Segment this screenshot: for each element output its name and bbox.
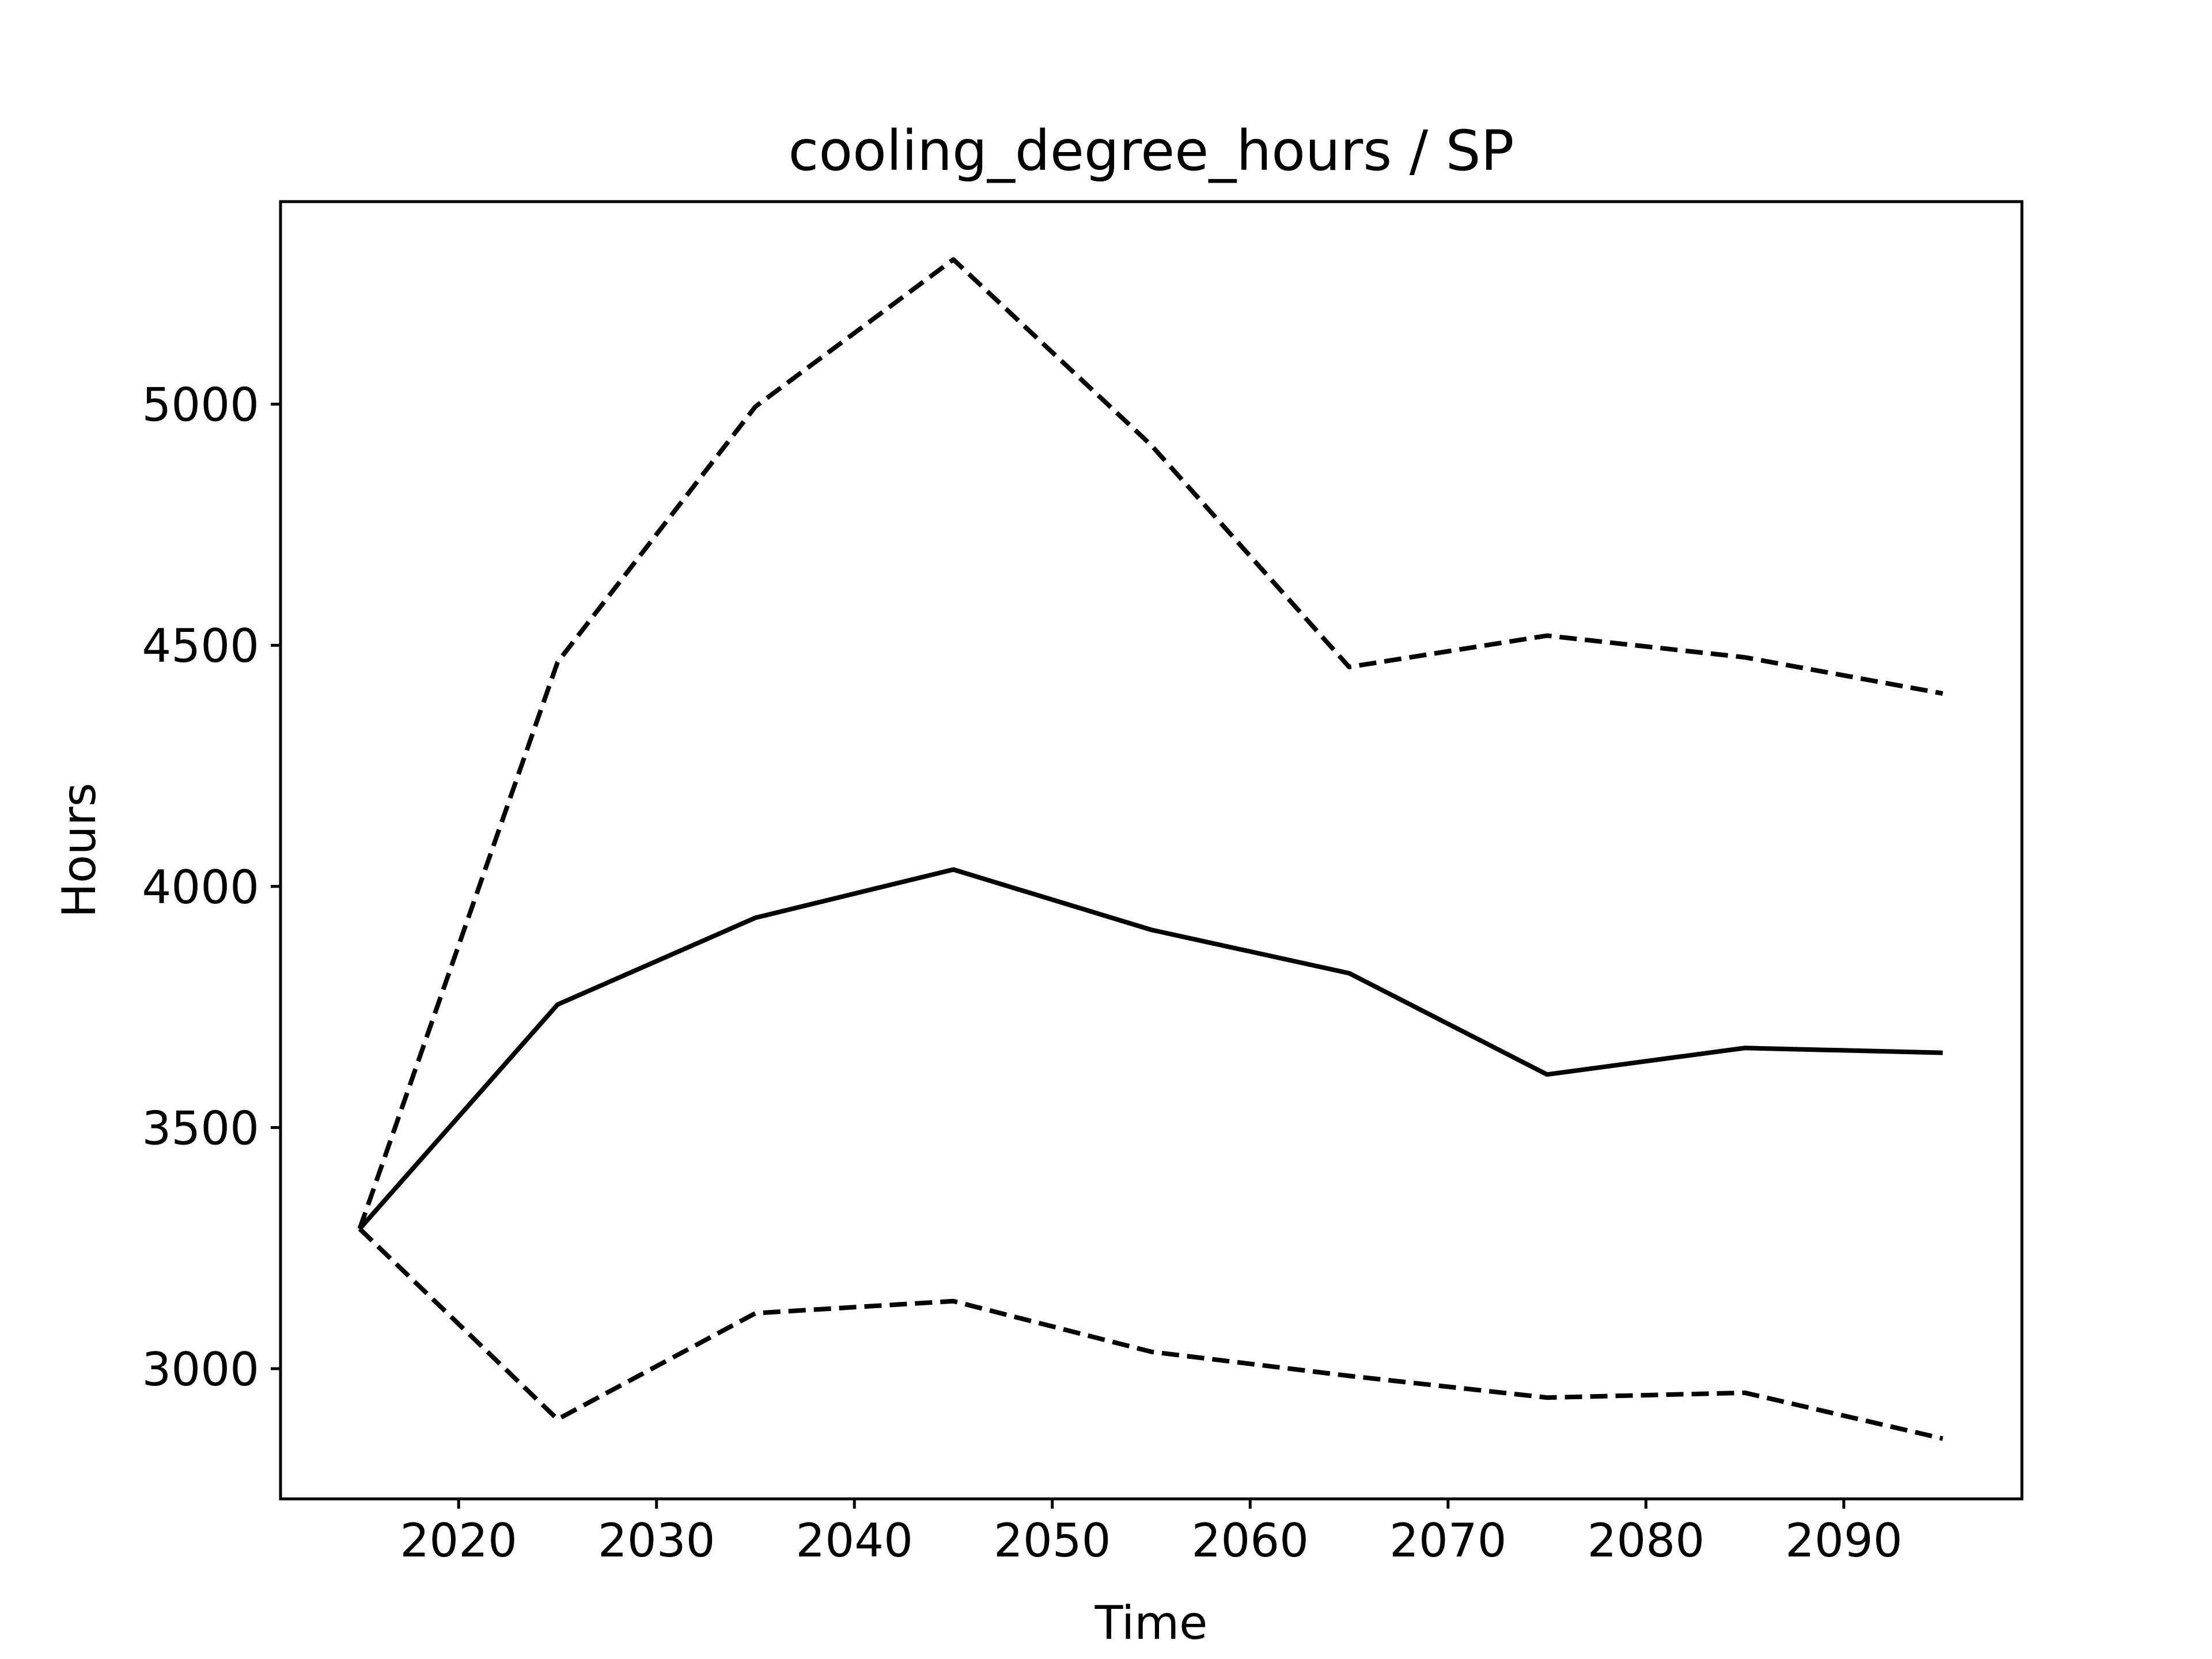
- y-tick-label: 3000: [142, 1343, 259, 1396]
- x-tick-label: 2090: [1785, 1514, 1903, 1567]
- y-tick-label: 5000: [142, 378, 259, 432]
- x-tick-label: 2040: [796, 1514, 913, 1567]
- x-tick-label: 2050: [994, 1514, 1111, 1567]
- series-line-1: [358, 867, 1943, 1230]
- y-tick-label: 4000: [142, 861, 259, 914]
- x-tick-label: 2070: [1389, 1514, 1507, 1567]
- x-tick-label: 2060: [1191, 1514, 1309, 1567]
- series-layer: [357, 257, 1944, 1441]
- x-axis-label: Time: [1094, 1596, 1208, 1650]
- plot-frame: [279, 200, 2024, 1501]
- y-axis-ticks: 3000 3500 4000 4500 5000: [142, 378, 281, 1396]
- chart-title: cooling_degree_hours / SP: [789, 119, 1514, 183]
- y-axis-label: Hours: [52, 783, 106, 918]
- x-axis-ticks: 2020 2030 2040 2050 2060 2070 2080 2090: [400, 1499, 1903, 1567]
- y-tick-label: 4500: [142, 619, 259, 673]
- series-line-3: [358, 1227, 1944, 1441]
- x-tick-label: 2020: [400, 1514, 517, 1567]
- x-tick-label: 2030: [598, 1514, 715, 1567]
- y-tick-label: 3500: [142, 1101, 259, 1155]
- x-tick-label: 2080: [1588, 1514, 1705, 1567]
